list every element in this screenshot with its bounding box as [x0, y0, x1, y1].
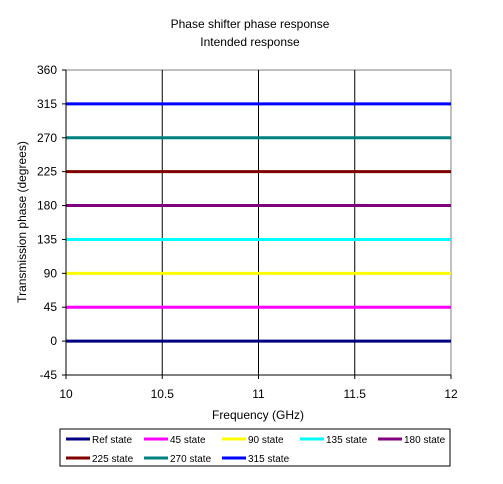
chart-title: Phase shifter phase response	[171, 17, 330, 31]
x-tick-label: 11.5	[344, 387, 367, 401]
y-tick-label: 0	[50, 334, 57, 348]
axes: -45 0 45 90 135 180 225 270 315 360 10 10.5 11 11.5 12	[37, 63, 458, 401]
y-tick-label: 180	[37, 199, 57, 213]
x-tick-label: 12	[444, 387, 458, 401]
y-tick-label: 270	[37, 131, 57, 145]
legend-label: 270 state	[170, 454, 212, 465]
legend-label: 225 state	[92, 454, 134, 465]
legend	[59, 428, 451, 467]
y-axis-title: Transmission phase (degrees)	[15, 141, 29, 303]
y-tick-label: 315	[37, 97, 57, 111]
x-tick-label: 10.5	[151, 387, 175, 401]
y-tick-label: 90	[44, 266, 58, 280]
series-lines	[66, 102, 451, 343]
legend-entries: Ref state 45 state 90 state 135 state 180 st…	[66, 435, 446, 465]
legend-label: 45 state	[170, 435, 206, 446]
chart-subtitle: Intended response	[200, 35, 300, 49]
y-tick-label: 45	[44, 300, 58, 314]
x-axis-title: Frequency (GHz)	[212, 408, 304, 422]
y-tick-label: 225	[37, 165, 57, 179]
y-tick-label: 135	[37, 232, 57, 246]
legend-label: 135 state	[326, 435, 368, 446]
legend-label: 180 state	[404, 435, 446, 446]
legend-label: 315 state	[248, 454, 290, 465]
y-tick-label: 360	[37, 63, 57, 77]
y-tick-label: -45	[40, 368, 58, 382]
x-tick-label: 11	[252, 387, 265, 401]
grid-lines	[161, 70, 356, 375]
x-tick-label: 10	[59, 387, 73, 401]
legend-label: 90 state	[248, 435, 284, 446]
legend-label: Ref state	[92, 435, 132, 446]
